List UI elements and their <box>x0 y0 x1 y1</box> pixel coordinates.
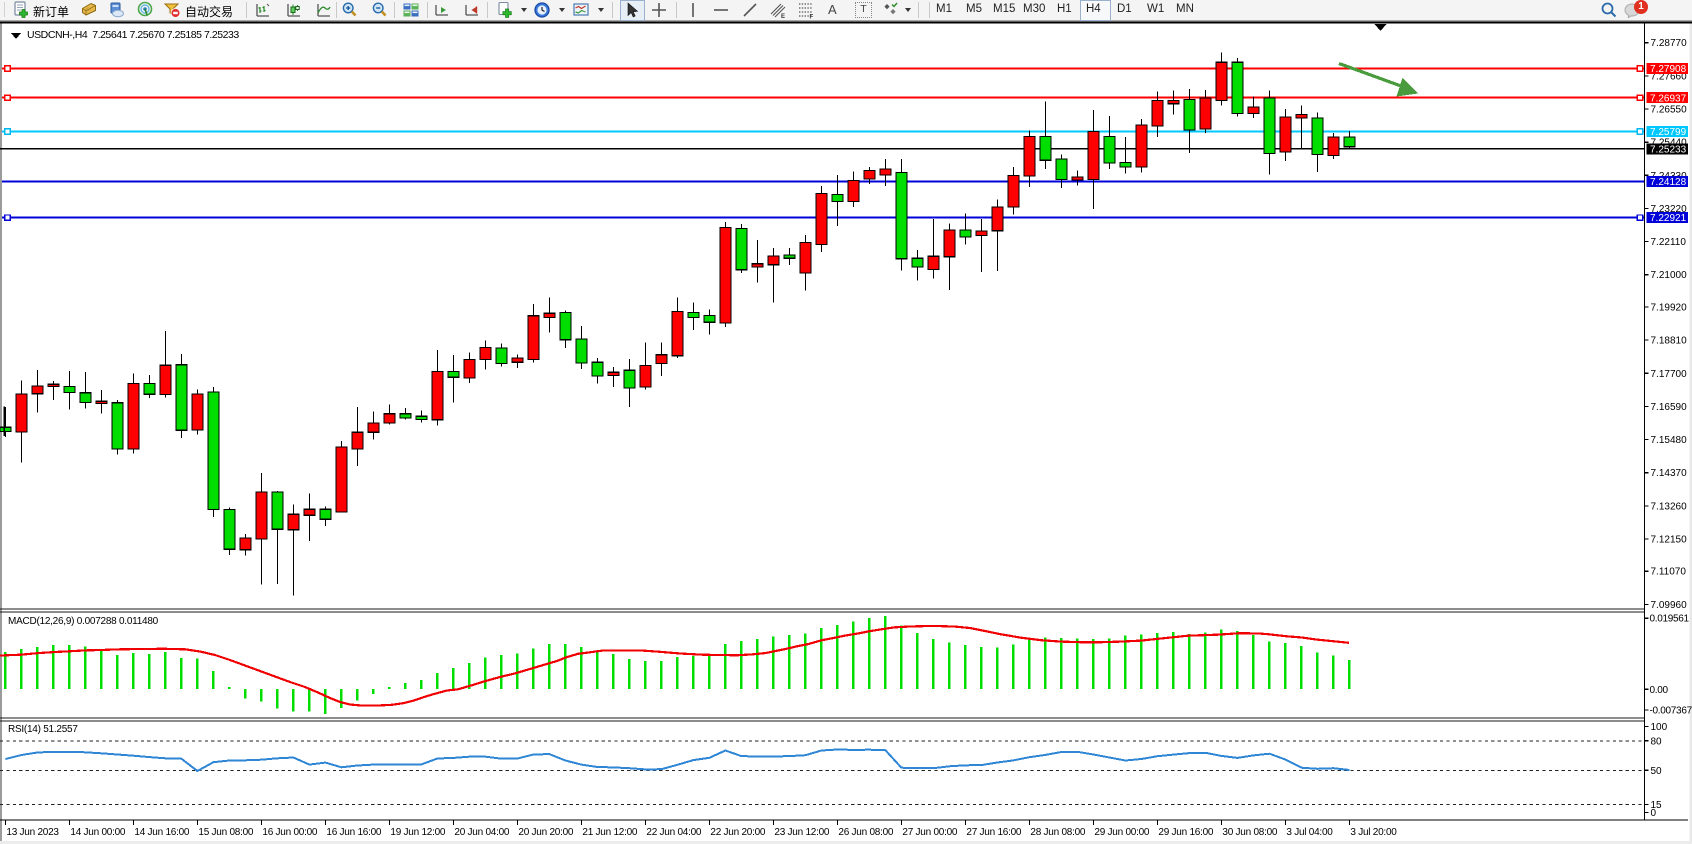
svg-text:16 Jun 00:00: 16 Jun 00:00 <box>262 827 318 838</box>
svg-text:80: 80 <box>1651 736 1663 747</box>
svg-text:USDCNH-,H4 7.25641 7.25670 7.: USDCNH-,H4 7.25641 7.25670 7.25185 7.252… <box>27 29 239 41</box>
svg-text:7.25233: 7.25233 <box>1650 144 1687 155</box>
svg-text:7.19920: 7.19920 <box>1651 302 1688 313</box>
svg-text:7.25799: 7.25799 <box>1650 127 1687 138</box>
svg-text:100: 100 <box>1651 722 1668 733</box>
svg-text:7.12150: 7.12150 <box>1651 535 1688 546</box>
svg-text:27 Jun 16:00: 27 Jun 16:00 <box>966 827 1022 838</box>
svg-text:3 Jul 04:00: 3 Jul 04:00 <box>1286 827 1333 838</box>
svg-text:7.22110: 7.22110 <box>1651 237 1687 248</box>
svg-text:F: F <box>810 15 814 20</box>
svg-text:7.28770: 7.28770 <box>1651 38 1688 49</box>
svg-text:E: E <box>781 14 785 19</box>
svg-text:7.21000: 7.21000 <box>1651 270 1688 281</box>
svg-text:7.27660: 7.27660 <box>1651 71 1688 82</box>
svg-text:0.019561: 0.019561 <box>1650 614 1690 625</box>
svg-text:7.11070: 7.11070 <box>1651 567 1687 578</box>
svg-text:7.26550: 7.26550 <box>1651 105 1688 116</box>
svg-text:7.09960: 7.09960 <box>1651 600 1688 611</box>
svg-text:7.18810: 7.18810 <box>1651 336 1688 347</box>
svg-text:29 Jun 00:00: 29 Jun 00:00 <box>1094 827 1150 838</box>
svg-text:0.00: 0.00 <box>1650 685 1669 696</box>
svg-text:RSI(14) 51.2557: RSI(14) 51.2557 <box>8 724 78 735</box>
svg-text:7.17700: 7.17700 <box>1651 369 1688 380</box>
svg-text:7.27908: 7.27908 <box>1650 64 1687 75</box>
svg-text:-0.007367: -0.007367 <box>1650 706 1692 717</box>
svg-text:7.22921: 7.22921 <box>1650 213 1687 224</box>
svg-text:23 Jun 12:00: 23 Jun 12:00 <box>774 827 830 838</box>
svg-text:7.24128: 7.24128 <box>1650 177 1687 188</box>
svg-text:20 Jun 20:00: 20 Jun 20:00 <box>518 827 574 838</box>
svg-text:MACD(12,26,9) 0.007288 0.01148: MACD(12,26,9) 0.007288 0.011480 <box>8 616 159 627</box>
svg-text:7.25440: 7.25440 <box>1651 138 1688 149</box>
svg-text:26 Jun 08:00: 26 Jun 08:00 <box>838 827 894 838</box>
svg-text:7.23220: 7.23220 <box>1651 204 1688 215</box>
svg-text:22 Jun 20:00: 22 Jun 20:00 <box>710 827 766 838</box>
svg-text:16 Jun 16:00: 16 Jun 16:00 <box>326 827 382 838</box>
svg-text:28 Jun 08:00: 28 Jun 08:00 <box>1030 827 1086 838</box>
svg-text:13 Jun 2023: 13 Jun 2023 <box>6 827 59 838</box>
svg-text:15: 15 <box>1651 800 1663 811</box>
svg-text:7.14370: 7.14370 <box>1651 468 1688 479</box>
svg-text:14 Jun 00:00: 14 Jun 00:00 <box>70 827 126 838</box>
svg-text:14 Jun 16:00: 14 Jun 16:00 <box>134 827 190 838</box>
svg-text:50: 50 <box>1651 766 1663 777</box>
svg-text:19 Jun 12:00: 19 Jun 12:00 <box>390 827 446 838</box>
svg-text:0: 0 <box>1651 808 1657 819</box>
svg-text:30 Jun 08:00: 30 Jun 08:00 <box>1222 827 1278 838</box>
svg-text:21 Jun 12:00: 21 Jun 12:00 <box>582 827 638 838</box>
svg-text:7.13260: 7.13260 <box>1651 501 1688 512</box>
svg-text:20 Jun 04:00: 20 Jun 04:00 <box>454 827 510 838</box>
svg-text:29 Jun 16:00: 29 Jun 16:00 <box>1158 827 1214 838</box>
svg-text:27 Jun 00:00: 27 Jun 00:00 <box>902 827 958 838</box>
svg-text:15 Jun 08:00: 15 Jun 08:00 <box>198 827 254 838</box>
svg-text:22 Jun 04:00: 22 Jun 04:00 <box>646 827 702 838</box>
svg-text:3 Jul 20:00: 3 Jul 20:00 <box>1350 827 1397 838</box>
svg-text:7.26937: 7.26937 <box>1650 93 1687 104</box>
svg-text:7.15480: 7.15480 <box>1651 435 1688 446</box>
svg-text:7.16590: 7.16590 <box>1651 402 1688 413</box>
